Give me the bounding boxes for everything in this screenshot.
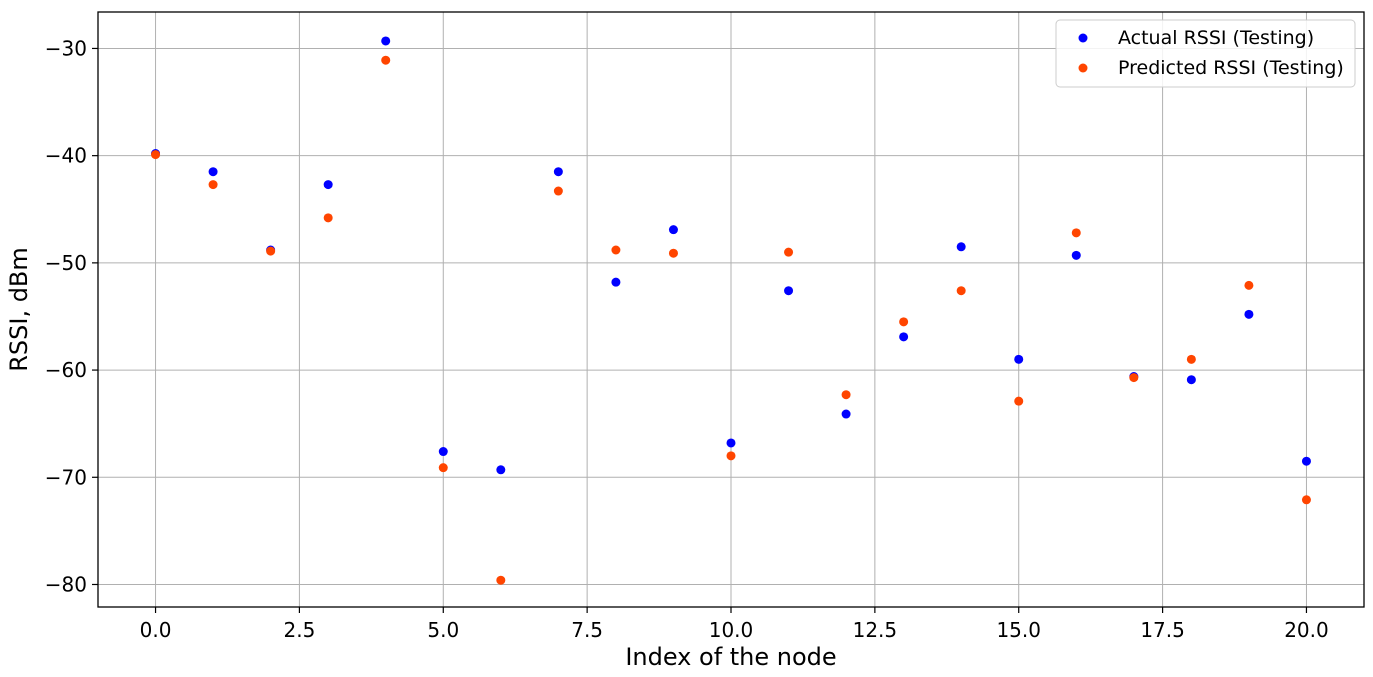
- actual-rssi-point: [668, 225, 678, 235]
- legend-label-actual: Actual RSSI (Testing): [1118, 27, 1314, 49]
- predicted-rssi-point: [381, 55, 391, 65]
- x-tick-label: 0.0: [140, 618, 172, 642]
- predicted-rssi-point: [438, 463, 448, 473]
- x-tick-label: 5.0: [427, 618, 459, 642]
- predicted-rssi-point: [208, 180, 218, 190]
- predicted-rssi-point: [1071, 228, 1081, 238]
- x-tick-label: 12.5: [853, 618, 898, 642]
- x-tick-label: 17.5: [1140, 618, 1185, 642]
- predicted-rssi-point: [1186, 354, 1196, 364]
- predicted-rssi-point: [496, 575, 506, 585]
- predicted-rssi-point: [1244, 280, 1254, 290]
- predicted-rssi-point: [266, 246, 276, 256]
- x-tick-label: 10.0: [709, 618, 754, 642]
- legend: Actual RSSI (Testing) Predicted RSSI (Te…: [1055, 19, 1356, 88]
- legend-label-predicted: Predicted RSSI (Testing): [1118, 57, 1344, 79]
- actual-rssi-point: [496, 465, 506, 475]
- predicted-rssi-point: [841, 390, 851, 400]
- legend-box: [1055, 19, 1356, 88]
- predicted-rssi-point: [956, 286, 966, 296]
- actual-rssi-point: [784, 286, 794, 296]
- predicted-rssi-point: [899, 317, 909, 327]
- x-tick-label: 15.0: [996, 618, 1041, 642]
- predicted-rssi-point: [611, 245, 621, 255]
- predicted-rssi-point: [323, 213, 333, 223]
- predicted-rssi-point: [553, 186, 563, 196]
- predicted-rssi-point: [1129, 373, 1139, 383]
- actual-rssi-point: [1244, 309, 1254, 319]
- x-tick-label: 7.5: [571, 618, 603, 642]
- actual-rssi-point: [611, 277, 621, 287]
- actual-rssi-point: [1071, 250, 1081, 260]
- x-tick-label: 2.5: [284, 618, 316, 642]
- actual-rssi-point: [726, 438, 736, 448]
- predicted-rssi-point: [1301, 495, 1311, 505]
- actual-rssi-point: [208, 167, 218, 177]
- y-tick-label: −30: [45, 36, 87, 60]
- y-tick-label: −70: [45, 465, 87, 489]
- actual-rssi-point: [1186, 375, 1196, 385]
- predicted-rssi-point: [1014, 396, 1024, 406]
- predicted-rssi-point: [784, 247, 794, 257]
- actual-rssi-point: [438, 447, 448, 457]
- data-points: [151, 36, 1311, 585]
- y-axis-title: RSSI, dBm: [5, 247, 33, 372]
- axis-ticks: 0.0 2.5 5.0 7.5 10.0 12.5 15.0 17.5 20.0 −30 −40 −5…: [45, 36, 1329, 642]
- actual-rssi-point: [899, 332, 909, 342]
- predicted-rssi-point: [726, 451, 736, 461]
- legend-marker-predicted: [1078, 63, 1088, 73]
- y-tick-label: −60: [45, 358, 87, 382]
- actual-rssi-point: [841, 409, 851, 419]
- plot-frame: [97, 11, 1365, 608]
- actual-rssi-point: [956, 242, 966, 252]
- actual-rssi-point: [323, 180, 333, 190]
- legend-marker-actual: [1078, 33, 1088, 43]
- x-axis-title: Index of the node: [625, 643, 836, 671]
- x-tick-label: 20.0: [1284, 618, 1329, 642]
- actual-rssi-point: [381, 36, 391, 46]
- actual-rssi-point: [553, 167, 563, 177]
- y-tick-label: −80: [45, 572, 87, 596]
- predicted-rssi-point: [668, 248, 678, 258]
- y-tick-label: −50: [45, 251, 87, 275]
- y-tick-label: −40: [45, 144, 87, 168]
- predicted-rssi-point: [151, 150, 161, 160]
- actual-rssi-point: [1014, 354, 1024, 364]
- actual-rssi-point: [1301, 456, 1311, 466]
